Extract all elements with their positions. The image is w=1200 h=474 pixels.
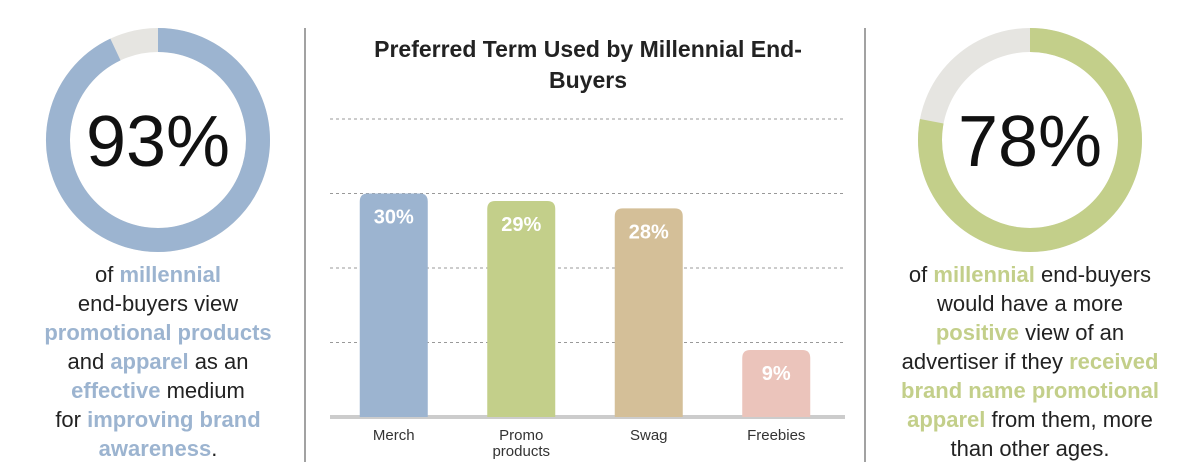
x-tick-label: Merch — [372, 427, 415, 444]
description-text: for — [55, 407, 88, 432]
description-text: promotional products — [44, 320, 272, 345]
bar-value-label: 9% — [762, 363, 791, 385]
description-line: apparel from them, more — [880, 405, 1180, 434]
description-line: of millennial end-buyers — [880, 260, 1180, 289]
description-text: of — [908, 262, 934, 287]
description-line: and apparel as an — [8, 347, 308, 376]
description-text: end-buyers view — [77, 291, 239, 316]
description-text: as an — [188, 349, 249, 374]
bar — [487, 200, 556, 417]
donut-arc — [918, 28, 1142, 252]
bar — [359, 193, 428, 417]
bar — [742, 349, 811, 417]
description-text: advertiser if they — [901, 349, 1070, 374]
description-line: for improving brand — [8, 405, 308, 434]
description-line: effective medium — [8, 376, 308, 405]
description-text: apparel — [907, 407, 986, 432]
description-text: millennial — [933, 262, 1035, 287]
description-line: awareness. — [8, 434, 308, 463]
description-text: improving brand — [87, 407, 261, 432]
description-text: end-buyers — [1034, 262, 1152, 287]
description: of millennial end-buyers would have a mor… — [880, 260, 1180, 463]
description-text: received — [1069, 349, 1159, 374]
bar-value-label: 30% — [374, 207, 414, 229]
x-tick-label: Freebies — [747, 427, 806, 444]
description-text: and — [67, 349, 111, 374]
description-text: positive — [935, 320, 1019, 345]
description-text: . — [211, 436, 218, 461]
description-line: brand name promotional — [880, 376, 1180, 405]
description-line: would have a more — [880, 289, 1180, 318]
chart-title: Preferred Term Used by Millennial End-Bu… — [374, 36, 802, 93]
description-text: effective — [71, 378, 161, 403]
description-line: than other ages. — [880, 434, 1180, 463]
description-text: view of an — [1018, 320, 1125, 345]
description-text: from them, more — [985, 407, 1153, 432]
donut-value: 78% — [958, 102, 1102, 182]
bar-value-label: 28% — [629, 221, 669, 243]
description-text: medium — [160, 378, 245, 403]
description-line: positive view of an — [880, 318, 1180, 347]
description-text: apparel — [110, 349, 189, 374]
description-line: promotional products — [8, 318, 308, 347]
description: of millennial end-buyers view promotional … — [8, 260, 308, 463]
donut-value: 93% — [86, 102, 230, 182]
description-text: millennial — [119, 262, 221, 287]
bar-value-label: 29% — [501, 214, 541, 236]
description-text: would have a more — [937, 291, 1123, 316]
x-tick-label: Promo products — [492, 427, 551, 460]
x-tick-label: Swag — [629, 427, 668, 444]
description-text: than other ages. — [950, 436, 1110, 461]
description-text: of — [95, 262, 120, 287]
description-line: end-buyers view — [8, 289, 308, 318]
description-text: awareness — [98, 436, 212, 461]
bar — [614, 208, 683, 417]
donut-arc — [46, 28, 270, 252]
description-line: advertiser if they received — [880, 347, 1180, 376]
description-text: brand name promotional — [901, 378, 1159, 403]
description-line: of millennial — [8, 260, 308, 289]
